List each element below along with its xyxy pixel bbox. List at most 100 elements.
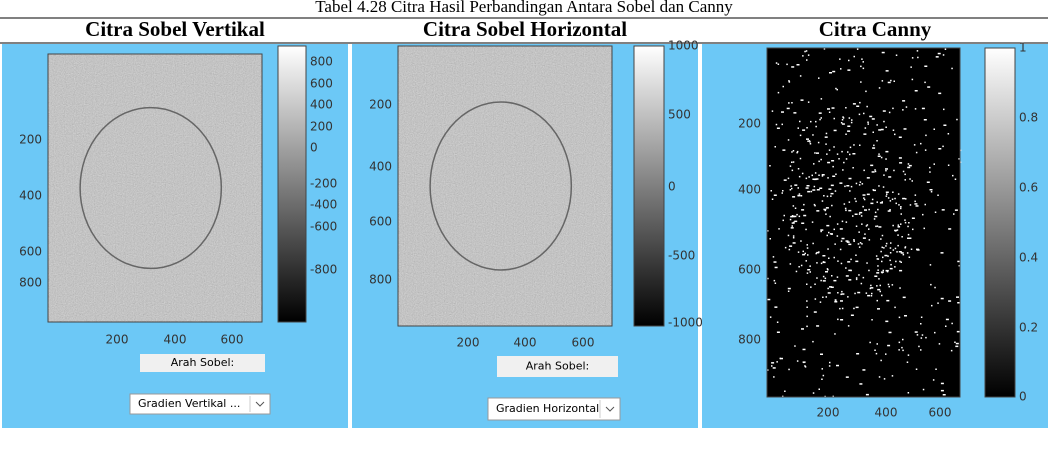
edge-pixel xyxy=(822,368,824,370)
edge-pixel xyxy=(867,194,870,196)
colorbar-tick-label: 600 xyxy=(310,77,333,91)
edge-pixel xyxy=(918,346,920,348)
edge-pixel xyxy=(925,149,927,151)
edge-pixel xyxy=(887,345,890,347)
edge-pixel xyxy=(920,349,922,351)
edge-pixel xyxy=(826,133,828,135)
edge-pixel xyxy=(942,146,944,148)
edge-pixel xyxy=(900,208,902,210)
edge-pixel xyxy=(848,270,851,272)
edge-pixel xyxy=(915,331,918,333)
edge-pixel xyxy=(897,245,899,247)
edge-pixel xyxy=(841,122,843,124)
colorbar-tick-label: -400 xyxy=(310,198,337,212)
colorbar-tick-label: 0.8 xyxy=(1019,111,1038,125)
edge-pixel xyxy=(895,261,897,263)
edge-pixel xyxy=(829,365,831,367)
edge-pixel xyxy=(901,236,903,238)
edge-pixel xyxy=(849,154,851,156)
edge-pixel xyxy=(847,69,850,71)
edge-pixel xyxy=(797,64,800,66)
y-tick-label: 200 xyxy=(738,117,761,131)
edge-pixel xyxy=(807,254,809,256)
edge-pixel xyxy=(793,161,795,163)
edge-pixel xyxy=(834,243,836,245)
x-tick-label: 600 xyxy=(221,333,244,347)
edge-pixel xyxy=(859,246,861,248)
edge-pixel xyxy=(871,319,873,321)
edge-pixel xyxy=(801,223,804,225)
edge-pixel xyxy=(842,308,844,310)
edge-pixel xyxy=(855,201,857,203)
edge-pixel xyxy=(798,168,800,170)
edge-pixel xyxy=(829,112,831,114)
y-tick-label: 600 xyxy=(738,263,761,277)
edge-pixel xyxy=(812,221,814,223)
edge-pixel xyxy=(823,280,826,282)
edge-pixel xyxy=(874,218,876,220)
edge-pixel xyxy=(869,239,871,241)
edge-pixel xyxy=(953,213,955,215)
edge-pixel xyxy=(859,213,861,215)
edge-pixel xyxy=(793,237,795,239)
panel-title: Citra Sobel Vertikal xyxy=(85,17,265,41)
colorbar xyxy=(278,46,306,322)
edge-pixel xyxy=(831,160,834,162)
edge-pixel xyxy=(908,234,910,236)
edge-pixel xyxy=(861,283,863,285)
edge-pixel xyxy=(911,249,913,251)
edge-pixel xyxy=(855,261,858,263)
edge-pixel xyxy=(860,66,862,68)
edge-pixel xyxy=(916,152,918,154)
edge-pixel xyxy=(885,158,887,160)
edge-pixel xyxy=(778,92,780,94)
edge-pixel xyxy=(869,116,872,118)
edge-pixel xyxy=(936,56,939,58)
edge-pixel xyxy=(772,199,774,201)
edge-pixel xyxy=(877,308,880,310)
edge-pixel xyxy=(796,271,798,273)
edge-pixel xyxy=(770,238,772,240)
edge-pixel xyxy=(886,243,888,245)
edge-pixel xyxy=(810,121,812,123)
edge-pixel xyxy=(934,287,936,289)
edge-pixel xyxy=(774,306,777,308)
edge-pixel xyxy=(827,235,829,237)
edge-pixel xyxy=(850,147,852,149)
edge-pixel xyxy=(935,369,937,371)
edge-pixel xyxy=(927,86,930,88)
edge-pixel xyxy=(886,270,888,272)
edge-pixel xyxy=(791,102,793,104)
edge-pixel xyxy=(878,185,880,187)
edge-pixel xyxy=(834,257,836,259)
y-tick-label: 800 xyxy=(369,273,392,287)
edge-pixel xyxy=(818,175,820,177)
edge-pixel xyxy=(930,264,932,266)
edge-pixel xyxy=(784,179,787,181)
edge-pixel xyxy=(802,254,805,256)
edge-pixel xyxy=(843,117,845,119)
edge-pixel xyxy=(881,261,883,263)
edge-pixel xyxy=(956,343,959,345)
edge-pixel xyxy=(867,122,869,124)
edge-pixel xyxy=(884,255,887,256)
edge-pixel xyxy=(925,204,927,206)
y-tick-label: 800 xyxy=(738,333,761,347)
edge-pixel xyxy=(850,259,852,261)
edge-pixel xyxy=(823,276,825,278)
edge-pixel xyxy=(846,275,849,277)
edge-pixel xyxy=(899,342,901,344)
edge-pixel xyxy=(866,106,868,108)
edge-pixel xyxy=(847,241,850,243)
edge-pixel xyxy=(933,379,935,381)
edge-pixel xyxy=(858,243,860,245)
edge-pixel xyxy=(840,68,842,70)
edge-pixel xyxy=(816,262,818,264)
edge-pixel xyxy=(858,231,860,233)
edge-pixel xyxy=(876,353,878,355)
edge-pixel xyxy=(866,394,869,396)
edge-pixel xyxy=(823,261,825,263)
edge-pixel xyxy=(924,66,927,68)
edge-pixel xyxy=(878,153,880,155)
edge-pixel xyxy=(910,66,912,68)
